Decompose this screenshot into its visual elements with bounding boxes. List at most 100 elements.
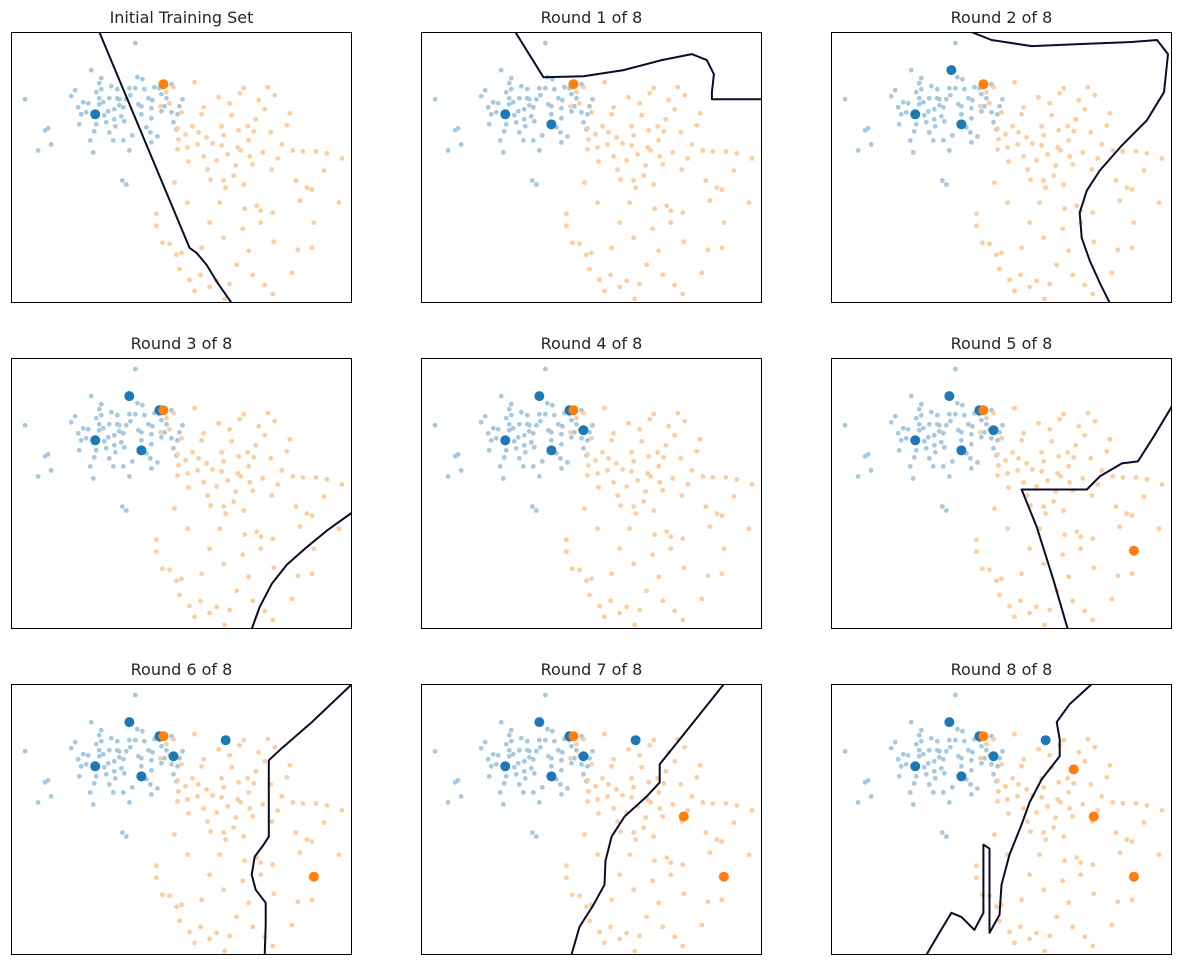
pool-point-class0 [1000,748,1005,754]
pool-point-class0 [141,86,147,92]
pool-point-class0 [497,790,503,795]
pool-point-class0 [916,95,922,101]
labeled-point-class0 [578,425,589,436]
pool-point-class0 [91,454,97,460]
pool-point-class0 [116,428,122,434]
pool-point-class0 [121,118,127,124]
pool-point-class1 [321,168,327,173]
pool-point-class1 [746,852,752,858]
pool-point-class0 [119,178,125,183]
labeled-point-class1 [158,731,169,742]
pool-point-class0 [111,106,117,112]
labeled-point-class0 [630,735,641,746]
pool-point-class1 [1034,484,1040,489]
pool-point-class1 [247,154,253,159]
pool-point-class0 [88,719,94,725]
pool-point-class1 [680,536,686,542]
pool-point-class1 [685,156,691,161]
pool-point-class1 [589,761,594,767]
pool-point-class0 [495,100,501,106]
pool-point-class0 [96,80,102,86]
pool-point-class1 [185,852,190,858]
pool-point-class0 [98,727,104,733]
pool-point-class0 [569,417,574,423]
pool-point-class1 [207,610,212,616]
pool-point-class1 [1047,607,1053,613]
pool-point-class0 [169,435,174,441]
pool-point-class0 [530,790,536,795]
pool-point-class0 [177,429,182,435]
pool-point-class1 [287,110,293,116]
pool-point-class1 [1036,746,1042,752]
pool-point-class1 [223,837,229,842]
labeled-point-class0 [546,445,557,456]
pool-point-class1 [997,266,1002,272]
pool-point-class1 [1055,797,1061,802]
labeled-point-class1 [1088,811,1099,822]
pool-point-class1 [660,488,666,493]
pool-point-class1 [1144,803,1150,808]
pool-point-class1 [1010,123,1015,129]
pool-point-class1 [723,475,729,480]
pool-point-class1 [611,154,616,159]
pool-point-class1 [631,887,637,893]
pool-point-class1 [647,742,653,748]
pool-point-class1 [1124,185,1130,190]
pool-point-class0 [926,455,932,461]
pool-point-class0 [164,95,169,101]
pool-point-class1 [694,448,700,454]
pool-point-class0 [96,101,102,107]
pool-point-class1 [584,904,589,910]
pool-point-class1 [1090,862,1096,868]
pool-point-class0 [522,775,528,781]
pool-point-class1 [241,411,247,417]
pool-point-class0 [842,96,848,102]
pool-point-class0 [162,429,167,435]
pool-point-class0 [569,743,574,749]
pool-point-class0 [548,755,554,761]
pool-point-class0 [979,91,984,97]
pool-point-class1 [999,109,1004,115]
pool-point-class0 [979,108,984,114]
pool-point-class1 [1053,815,1059,820]
pool-point-class1 [205,167,210,172]
pool-point-class1 [570,566,575,572]
pool-point-class1 [313,801,319,806]
pool-point-class0 [544,726,550,732]
pool-point-class0 [559,466,564,471]
pool-point-class1 [577,893,582,899]
pool-point-class0 [521,768,527,774]
pool-point-class0 [146,95,151,101]
pool-point-class1 [660,924,666,930]
pool-point-class1 [154,223,159,229]
labeled-point-class1 [308,871,319,882]
pool-point-class0 [123,422,129,428]
pool-point-class0 [910,802,916,807]
pool-point-class1 [609,897,614,903]
pool-point-class0 [940,104,946,110]
pool-point-class0 [984,95,989,101]
pool-point-class1 [697,436,703,442]
pool-point-class1 [617,546,622,552]
pool-point-class1 [1041,887,1047,893]
pool-point-class1 [675,410,681,416]
pool-point-class1 [1071,780,1077,786]
pool-point-class1 [1066,464,1072,469]
pool-point-class0 [934,412,940,418]
pool-point-class0 [120,104,126,110]
pool-point-class0 [526,422,532,428]
pool-point-class0 [486,773,492,779]
pool-point-class1 [272,744,278,750]
pool-point-class1 [1124,511,1130,516]
pool-point-class1 [192,405,197,411]
pool-point-class1 [1073,116,1079,122]
pool-point-class0 [907,464,913,469]
pool-point-class1 [666,97,672,103]
pool-point-class1 [270,943,276,949]
pool-point-class0 [585,437,590,443]
pool-point-class1 [646,779,652,785]
pool-point-class0 [921,438,927,444]
decision-boundary-line [98,32,233,303]
pool-point-class1 [1129,839,1135,844]
